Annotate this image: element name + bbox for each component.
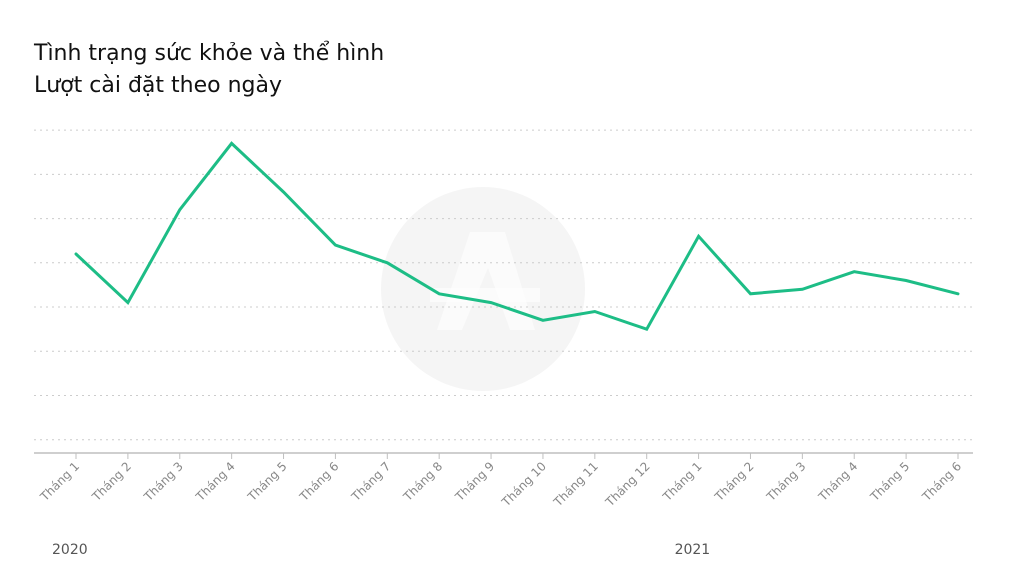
x-tick-label: Tháng 11 xyxy=(550,459,601,510)
x-tick-label: Tháng 4 xyxy=(815,459,860,504)
chart-subtitle: Lượt cài đặt theo ngày xyxy=(34,73,282,98)
x-tick-label: Tháng 6 xyxy=(296,459,341,504)
year-label: 2020 xyxy=(52,542,88,558)
series-line xyxy=(74,141,960,332)
series-lines xyxy=(74,141,960,332)
year-label: 2021 xyxy=(675,542,711,558)
x-tick-label: Tháng 5 xyxy=(867,459,912,504)
x-tick-label: Tháng 1 xyxy=(659,459,704,504)
x-axis xyxy=(34,452,973,459)
chart-title-block: Tình trạng sức khỏe và thể hình Lượt cài… xyxy=(34,38,384,102)
x-tick-label: Tháng 2 xyxy=(89,459,134,504)
x-tick-label: Tháng 8 xyxy=(400,459,445,504)
x-tick-label: Tháng 1 xyxy=(37,459,82,504)
x-tick-label: Tháng 3 xyxy=(141,459,186,504)
x-tick-label: Tháng 12 xyxy=(602,459,653,510)
x-tick-label: Tháng 9 xyxy=(452,459,497,504)
x-tick-label: Tháng 5 xyxy=(244,459,289,504)
app-store-watermark-icon xyxy=(381,187,585,391)
x-tick-label: Tháng 10 xyxy=(498,459,549,510)
x-tick-label: Tháng 6 xyxy=(919,459,964,504)
year-labels: 2020 2021 xyxy=(52,542,710,558)
x-tick-labels: Tháng 1 Tháng 2 Tháng 3 Tháng 4 Tháng 5 Tháng… xyxy=(37,459,964,510)
x-tick-label: Tháng 4 xyxy=(193,459,238,504)
x-tick-label: Tháng 7 xyxy=(348,459,393,504)
x-tick-label: Tháng 2 xyxy=(711,459,756,504)
chart-title: Tình trạng sức khỏe và thể hình xyxy=(34,41,385,66)
x-tick-label: Tháng 3 xyxy=(763,459,808,504)
